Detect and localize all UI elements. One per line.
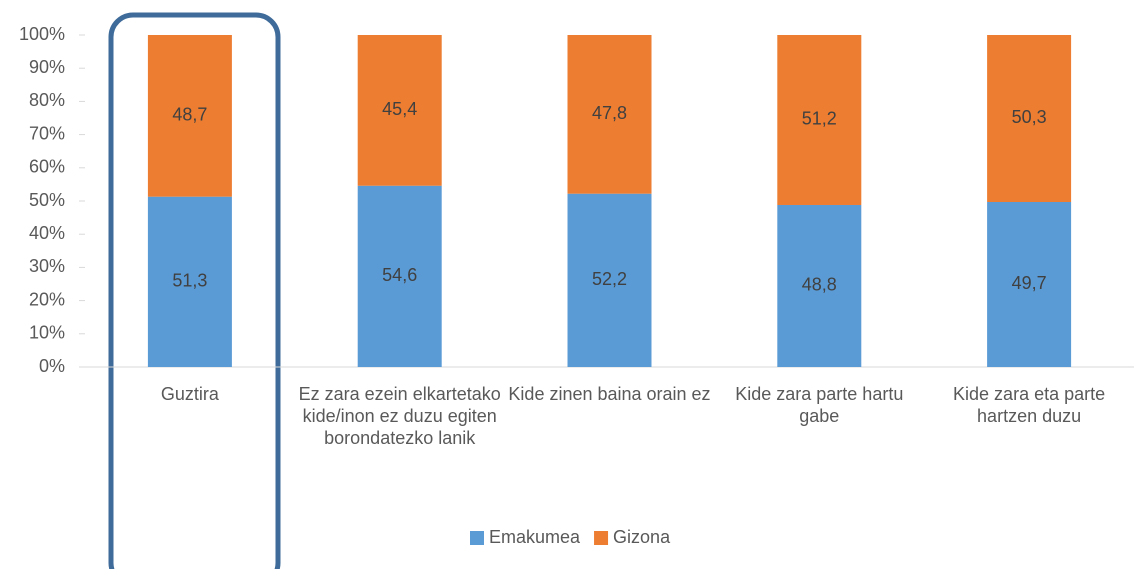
x-tick-label: Ez zara ezein elkartetako kide/inon ez d… <box>298 384 501 448</box>
bar-segment <box>357 185 442 367</box>
y-tick-label: 70% <box>29 123 65 143</box>
data-label: 49,7 <box>1012 273 1047 293</box>
x-label-box: Guztira <box>160 384 219 404</box>
data-label: 51,3 <box>172 271 207 291</box>
data-label: 54,6 <box>382 265 417 285</box>
y-tick-label: 50% <box>29 190 65 210</box>
data-label: 48,8 <box>802 275 837 295</box>
x-label-box: Kide zara eta parte hartzen duzu <box>953 384 1106 426</box>
bar-segment <box>987 201 1072 367</box>
y-tick-label: 20% <box>29 289 65 309</box>
y-tick-label: 10% <box>29 323 65 343</box>
x-tick-label: Guztira <box>160 384 219 404</box>
y-tick-label: 90% <box>29 57 65 77</box>
y-tick-label: 100% <box>19 24 65 44</box>
legend-label: Gizona <box>613 527 671 547</box>
bar-segment <box>147 35 232 197</box>
bar-segment <box>567 35 652 194</box>
data-label: 51,2 <box>802 109 837 129</box>
data-label: 47,8 <box>592 103 627 123</box>
x-tick-label: Kide zinen baina orain ez <box>508 384 711 404</box>
y-tick-label: 30% <box>29 256 65 276</box>
y-tick-label: 40% <box>29 223 65 243</box>
x-label-box: Kide zara parte hartu gabe <box>735 384 904 426</box>
data-label: 50,3 <box>1012 107 1047 127</box>
data-label: 52,2 <box>592 269 627 289</box>
x-tick-label: Kide zara eta parte hartzen duzu <box>953 384 1106 426</box>
bar-segment <box>147 196 232 367</box>
data-label: 48,7 <box>172 105 207 125</box>
bar-segment <box>567 193 652 367</box>
highlight-box <box>108 12 281 569</box>
legend-swatch <box>470 531 484 545</box>
y-tick-label: 80% <box>29 90 65 110</box>
bar-segment <box>777 204 862 367</box>
bar-segment <box>987 35 1072 202</box>
legend-label: Emakumea <box>489 527 581 547</box>
x-label-box: Ez zara ezein elkartetako kide/inon ez d… <box>298 384 501 448</box>
x-label-box: Kide zinen baina orain ez <box>508 384 711 404</box>
bar-segment <box>357 35 442 186</box>
y-tick-label: 0% <box>39 356 65 376</box>
data-label: 45,4 <box>382 99 417 119</box>
x-tick-label: Kide zara parte hartu gabe <box>735 384 904 426</box>
legend-swatch <box>594 531 609 545</box>
bar-segment <box>777 35 862 205</box>
y-tick-label: 60% <box>29 157 65 177</box>
